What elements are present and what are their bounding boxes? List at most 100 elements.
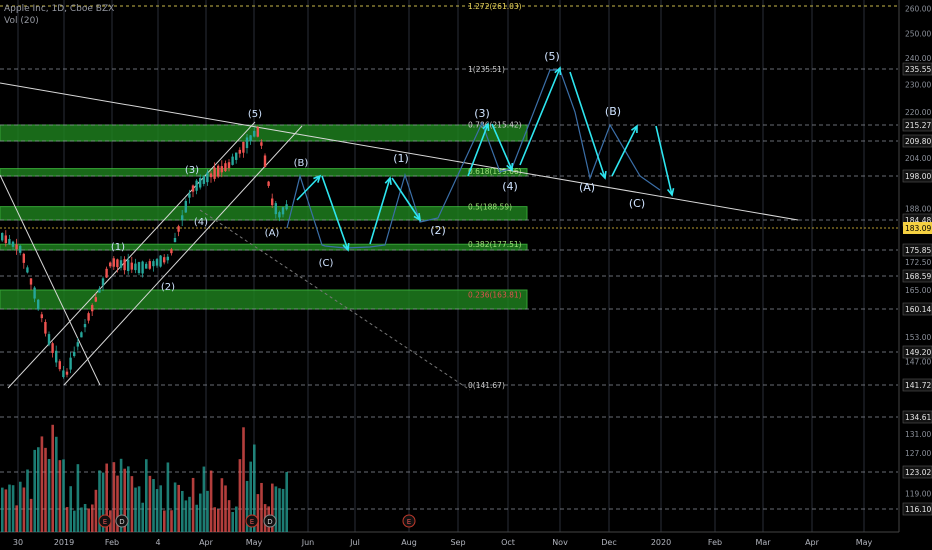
volume-bar [123,468,126,532]
volume-bar [1,487,4,532]
volume-bar [62,459,65,532]
volume-label: Vol (20) [4,16,39,26]
candle-body [127,259,130,272]
candle-body [184,200,187,213]
x-axis-tick-label: Mar [755,538,771,547]
last-price-tag [903,222,932,234]
price-tick-label: 165.00 [905,286,931,295]
volume-bar [76,464,80,532]
volume-bar [73,510,76,532]
projection-arrow [519,67,561,166]
x-axis-tick-label: 2019 [54,538,74,547]
candle-body [217,165,220,177]
volume-bar [55,436,58,532]
descending-trendline [0,82,799,221]
event-marker-label: E [250,518,254,526]
event-marker [98,514,112,528]
candle-body [4,235,7,243]
candle-body [65,371,69,375]
candle-body [116,259,119,268]
volume-bar [202,466,206,532]
candle-body [224,163,227,172]
projection-arrow-head [506,162,514,172]
dotted-diagonal-line [199,209,471,391]
x-axis-tick-label: Aug [401,538,417,547]
projection-arrow [321,175,349,251]
wave-label: (1) [393,152,409,165]
x-axis-tick-label: 30 [13,538,23,547]
volume-bar [217,509,220,532]
wave-label: (B) [294,158,309,169]
price-tick-label: 149.20 [905,348,931,357]
candle-body [40,314,43,319]
volume-bar [184,500,188,532]
volume-bar [220,478,224,532]
volume-bar [159,485,162,532]
symbol-title: Apple Inc, 1D, Cboe BZX [4,4,115,14]
x-axis-tick-label: Dec [601,538,616,547]
projection-arrow [296,175,321,201]
fib-level-label: 1.272(261.03) [468,2,522,11]
projection-arrow [369,177,391,245]
wave-label: (5) [544,50,560,63]
candle-body [227,162,231,169]
candle-body [11,241,15,247]
price-tag-box [902,378,932,392]
candle-body [263,155,267,167]
candle-body [145,263,148,269]
candle-body [199,178,202,188]
price-tick-label: 188.00 [905,205,931,214]
price-tick-label: 127.00 [905,449,931,458]
candle-body [29,278,33,285]
price-tag-box [902,243,932,257]
x-axis-tick-label: May [246,538,263,547]
volume-bar [44,447,47,532]
candle-body [134,263,137,271]
projection-arrow-head [313,174,322,183]
fib-level-label: 1(235.51) [468,65,505,74]
volume-bar [127,466,130,532]
candle-body [98,288,101,293]
candle-body [123,259,126,271]
volume-bar [51,424,54,532]
volume-bar [213,507,216,532]
candle-body [260,142,263,146]
wave-label: (3) [185,165,199,176]
candle-body [202,175,205,184]
volume-bar [19,481,22,532]
candle-body [137,262,141,274]
candle-body [26,267,29,273]
candles-group [1,125,288,532]
volume-bar [91,504,94,532]
candle-body [119,260,123,268]
fib-level-label: 0.236(163.81) [468,291,522,300]
candle-body [44,321,47,334]
price-tag-box [902,269,932,283]
wave-label: (C) [319,258,334,269]
volume-bar [155,489,159,532]
price-tick-label: 175.85 [905,246,931,255]
volume-bar [191,477,195,532]
projection-path-dark [286,69,661,249]
volume-bar [87,508,90,532]
support-resistance-zone [0,289,528,310]
volume-bar [101,472,105,532]
wave-label: (A) [265,228,280,239]
candle-body [91,305,94,312]
x-axis-tick-label: Sep [450,538,465,547]
volume-bar [141,502,144,532]
candle-body [112,258,115,267]
volume-bar [112,462,116,532]
candle-body [166,256,169,261]
volume-bar [69,486,72,532]
fib-level-label: 0.382(177.51) [468,240,522,249]
price-tick-label: 250.00 [905,29,931,38]
volume-bar [152,479,155,532]
volume-bar [58,460,62,532]
volume-bar [224,485,227,532]
volume-bar [177,484,180,532]
price-tick-label: 184.48 [905,216,931,225]
chart-header: Apple Inc, 1D, Cboe BZX Vol (20) [4,3,114,27]
volume-bar [195,504,198,532]
